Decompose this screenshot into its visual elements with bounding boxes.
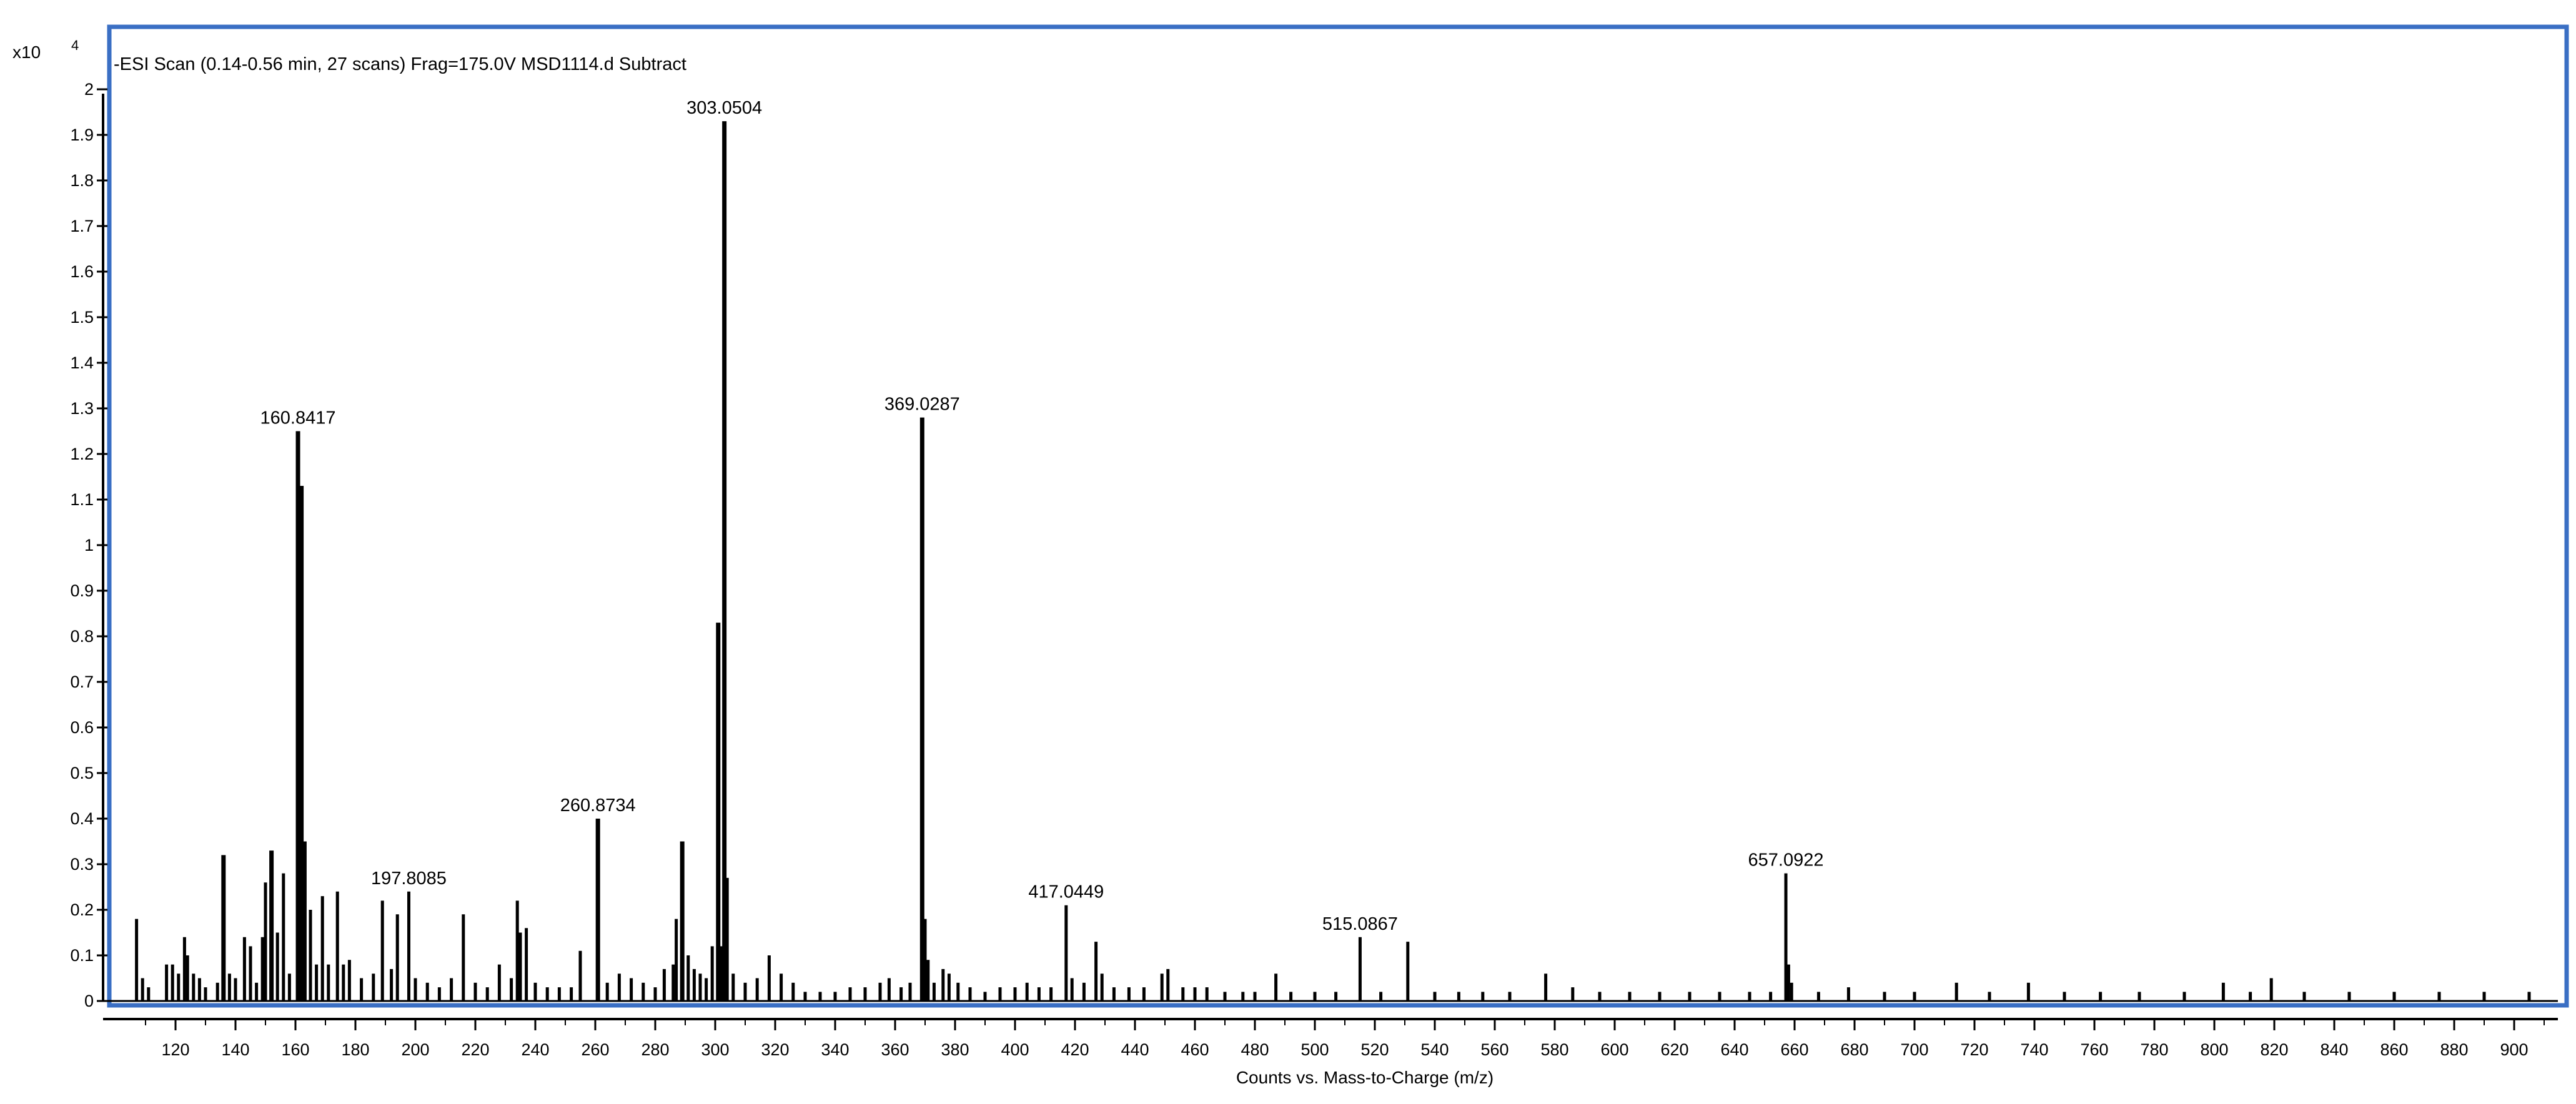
y-multiplier-exponent: 4	[71, 37, 79, 53]
x-tick-label: 140	[221, 1040, 249, 1059]
y-tick-label: 0	[84, 992, 94, 1010]
y-tick-label: 1.2	[70, 445, 94, 463]
x-tick-label: 440	[1121, 1040, 1149, 1059]
x-tick-label: 760	[2080, 1040, 2108, 1059]
y-tick-label: 1	[84, 536, 94, 554]
peak-label: 260.8734	[560, 796, 636, 816]
x-tick-label: 460	[1181, 1040, 1209, 1059]
peak-label: 303.0504	[686, 98, 762, 118]
x-tick-label: 300	[701, 1040, 729, 1059]
x-tick-label: 900	[2500, 1040, 2528, 1059]
x-ticks: 120 140 160 180 200 220 240 260 280 300 320 340 360 3…	[145, 1019, 2545, 1059]
y-tick-label: 0.1	[70, 946, 94, 965]
x-tick-label: 740	[2020, 1040, 2048, 1059]
peak-labels: 160.8417 197.8085 260.8734 303.0504 369.0287…	[260, 98, 1824, 934]
y-ticks: 0 0.1 0.2 0.3 0.4 0.5 0.6 0.7 0.8 0.9 1 1.1 1.2 1.3 1.…	[70, 80, 107, 1010]
x-tick-label: 160	[281, 1040, 309, 1059]
peak-label: 515.0867	[1322, 914, 1398, 934]
x-tick-label: 280	[641, 1040, 669, 1059]
x-axis-label: Counts vs. Mass-to-Charge (m/z)	[1236, 1068, 1494, 1087]
x-tick-label: 800	[2200, 1040, 2228, 1059]
y-tick-label: 0.4	[70, 809, 94, 828]
y-tick-label: 1.3	[70, 399, 94, 418]
x-tick-label: 320	[761, 1040, 789, 1059]
chart-frame	[107, 24, 2569, 1008]
x-tick-label: 200	[401, 1040, 429, 1059]
x-tick-label: 820	[2260, 1040, 2288, 1059]
y-tick-label: 1.8	[70, 171, 94, 190]
x-tick-label: 340	[821, 1040, 849, 1059]
y-tick-label: 1.1	[70, 490, 94, 509]
x-tick-label: 680	[1840, 1040, 1868, 1059]
x-tick-label: 640	[1720, 1040, 1748, 1059]
y-tick-label: 0.6	[70, 718, 94, 737]
x-tick-label: 480	[1241, 1040, 1269, 1059]
x-tick-label: 840	[2320, 1040, 2348, 1059]
x-tick-label: 580	[1540, 1040, 1568, 1059]
x-tick-label: 260	[581, 1040, 609, 1059]
x-tick-label: 360	[881, 1040, 909, 1059]
x-tick-label: 620	[1660, 1040, 1688, 1059]
y-tick-label: 1.6	[70, 262, 94, 281]
y-tick-label: 1.4	[70, 353, 94, 372]
x-tick-label: 500	[1300, 1040, 1329, 1059]
peak-label: 369.0287	[884, 395, 960, 415]
y-tick-label: 0.7	[70, 673, 94, 691]
x-tick-label: 400	[1001, 1040, 1029, 1059]
x-tick-label: 540	[1420, 1040, 1449, 1059]
y-tick-label: 0.5	[70, 764, 94, 782]
x-tick-label: 660	[1780, 1040, 1808, 1059]
y-tick-label: 2	[84, 80, 94, 99]
y-tick-label: 0.3	[70, 855, 94, 874]
x-tick-label: 220	[461, 1040, 489, 1059]
peak-label: 160.8417	[260, 408, 336, 428]
y-tick-label: 0.8	[70, 627, 94, 646]
peak-label: 657.0922	[1748, 850, 1824, 870]
x-tick-label: 180	[341, 1040, 369, 1059]
y-tick-label: 0.2	[70, 900, 94, 919]
peaks	[135, 121, 2531, 1001]
x-tick-label: 240	[521, 1040, 549, 1059]
x-tick-label: 120	[161, 1040, 189, 1059]
x-tick-label: 380	[941, 1040, 969, 1059]
x-tick-label: 720	[1960, 1040, 1988, 1059]
peak-label: 197.8085	[371, 869, 447, 889]
x-tick-label: 700	[1900, 1040, 1928, 1059]
y-tick-label: 0.9	[70, 581, 94, 600]
y-tick-label: 1.9	[70, 126, 94, 144]
peak-label: 417.0449	[1028, 882, 1104, 902]
x-tick-label: 420	[1061, 1040, 1089, 1059]
y-multiplier-label: x10	[12, 42, 41, 62]
x-tick-label: 520	[1360, 1040, 1389, 1059]
x-tick-label: 600	[1600, 1040, 1628, 1059]
x-tick-label: 780	[2140, 1040, 2168, 1059]
y-tick-label: 1.7	[70, 217, 94, 235]
x-tick-label: 560	[1480, 1040, 1508, 1059]
x-tick-label: 860	[2380, 1040, 2408, 1059]
y-tick-label: 1.5	[70, 308, 94, 327]
chart-title: -ESI Scan (0.14-0.56 min, 27 scans) Frag…	[114, 54, 686, 74]
x-tick-label: 880	[2440, 1040, 2468, 1059]
